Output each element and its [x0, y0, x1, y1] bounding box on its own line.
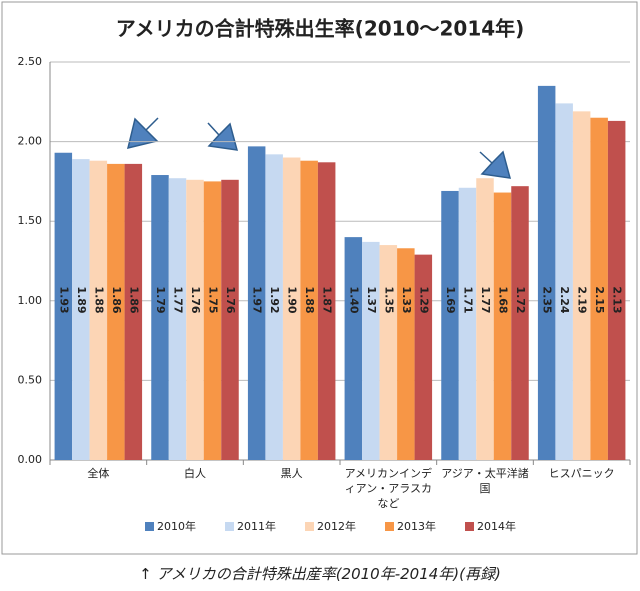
x-tick-label: 黒人	[280, 467, 303, 480]
value-label: 1.79	[154, 286, 167, 313]
value-label: 1.29	[417, 286, 430, 313]
y-tick-label: 2.00	[18, 135, 43, 148]
y-tick-label: 0.50	[18, 373, 43, 386]
bar	[441, 190, 459, 460]
legend-swatch	[225, 522, 234, 531]
bar	[300, 160, 318, 461]
bar	[89, 160, 108, 461]
value-label: 1.87	[321, 286, 334, 313]
bar	[607, 120, 626, 461]
bar	[317, 162, 336, 460]
bar	[493, 192, 512, 460]
value-label: 1.89	[75, 286, 88, 313]
value-label: 2.19	[576, 286, 589, 313]
legend-label: 2012年	[317, 519, 356, 533]
legend-label: 2010年	[157, 519, 196, 533]
bar	[379, 245, 398, 460]
bar	[203, 181, 222, 460]
value-label: 1.68	[497, 286, 510, 313]
bar	[265, 154, 283, 460]
legend-label: 2013年	[397, 519, 436, 533]
value-label: 1.86	[127, 286, 140, 313]
legend-swatch	[145, 522, 154, 531]
bar	[282, 157, 301, 460]
x-tick-label: アジア・太平洋諸国	[441, 467, 529, 495]
bar	[555, 103, 573, 460]
bar	[511, 186, 529, 460]
value-label: 2.13	[611, 286, 624, 313]
bar	[221, 179, 239, 461]
value-label: 1.88	[92, 286, 105, 313]
y-tick-label: 0.00	[18, 453, 43, 466]
y-tick-label: 2.50	[18, 55, 43, 68]
bar	[590, 117, 608, 460]
x-tick-label: 全体	[87, 467, 110, 480]
value-label: 1.90	[286, 286, 299, 313]
value-label: 1.77	[172, 286, 185, 313]
x-tick-label: アメリカンインディアン・アラスカなど	[344, 467, 433, 510]
bar	[572, 111, 591, 461]
value-label: 1.77	[479, 286, 492, 313]
value-label: 1.76	[224, 286, 237, 313]
value-label: 1.76	[189, 286, 202, 313]
value-label: 1.86	[110, 286, 123, 313]
bar	[362, 241, 380, 460]
value-label: 1.37	[365, 286, 378, 313]
value-label: 2.15	[593, 286, 606, 313]
bar	[458, 187, 477, 460]
value-label: 1.40	[347, 286, 360, 313]
bar	[186, 179, 204, 461]
value-label: 1.93	[57, 286, 70, 313]
arrows	[126, 117, 512, 179]
bar	[537, 85, 556, 460]
value-label: 1.69	[444, 286, 457, 313]
chart-title: アメリカの合計特殊出生率(2010～2014年)	[116, 17, 525, 41]
value-label: 2.35	[541, 286, 554, 313]
bar	[151, 175, 169, 461]
caption: ↑ アメリカの合計特殊出産率(2010年-2014年)(再録)	[139, 565, 501, 583]
y-tick-label: 1.00	[18, 294, 43, 307]
bar	[247, 146, 266, 460]
legend-label: 2014年	[477, 519, 516, 533]
value-label: 1.92	[268, 286, 281, 313]
value-label: 1.71	[462, 286, 475, 313]
legend-swatch	[305, 522, 314, 531]
legend-swatch	[385, 522, 394, 531]
value-label: 1.33	[400, 286, 413, 313]
value-label: 1.35	[382, 286, 395, 313]
x-tick-label: 白人	[183, 467, 206, 480]
bar	[476, 178, 494, 460]
bar	[414, 254, 433, 460]
x-tick-label: ヒスパニック	[548, 467, 615, 480]
bar	[72, 159, 90, 460]
bar	[397, 248, 415, 460]
value-label: 1.97	[251, 286, 264, 313]
legend-label: 2011年	[237, 519, 276, 533]
value-label: 1.72	[514, 286, 527, 313]
bar	[107, 163, 125, 460]
value-label: 2.24	[558, 286, 571, 313]
legend-swatch	[465, 522, 474, 531]
bar	[124, 163, 143, 460]
value-label: 1.75	[207, 286, 220, 313]
bar	[168, 178, 187, 460]
value-label: 1.88	[303, 286, 316, 313]
bar	[344, 237, 363, 460]
y-tick-label: 1.50	[18, 214, 43, 227]
bar	[54, 152, 73, 460]
